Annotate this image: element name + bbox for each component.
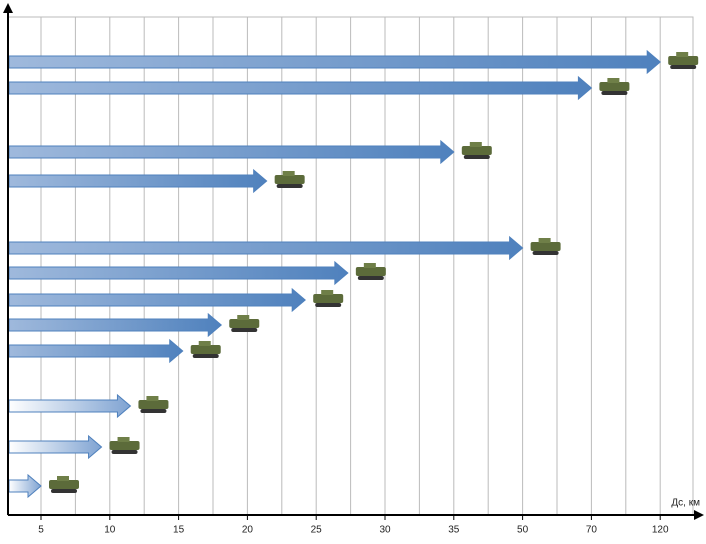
vehicle-wheels: [463, 155, 490, 159]
range-arrow: [8, 49, 661, 75]
x-axis-label: Дс, км: [671, 498, 700, 509]
vehicle-icons: [49, 52, 699, 493]
vehicle-top: [469, 142, 482, 147]
range-arrow: [8, 260, 349, 286]
vehicle-wheels: [51, 489, 77, 493]
vehicle-top: [363, 263, 376, 268]
vehicle-body: [530, 242, 561, 251]
vehicle-wheels: [357, 276, 384, 280]
x-tick-label: 35: [448, 525, 460, 536]
vehicle-wheels: [111, 450, 138, 454]
range-arrow: [8, 312, 223, 338]
x-tick-label: 10: [104, 525, 116, 536]
arrows: [8, 49, 661, 499]
vehicle-wheels: [140, 409, 167, 413]
vehicle-body: [599, 82, 630, 91]
range-arrow: [8, 434, 103, 460]
x-tick-label: 25: [311, 525, 323, 536]
vehicle-wheels: [231, 328, 258, 332]
x-tick-label: 5: [38, 525, 44, 536]
x-tick-label: 120: [652, 525, 669, 536]
range-arrow: [8, 473, 42, 499]
range-arrow: [8, 287, 306, 313]
vehicle-wheels: [315, 303, 342, 307]
range-arrow: [8, 235, 524, 261]
vehicle-top: [321, 290, 334, 295]
range-arrow: [8, 393, 132, 419]
x-tick-label: 20: [242, 525, 254, 536]
range-arrow: [8, 338, 184, 364]
x-tick-label: 50: [517, 525, 529, 536]
vehicle-top: [198, 341, 211, 346]
vehicle-body: [49, 480, 79, 489]
vehicle-body: [138, 400, 169, 409]
grid: [40, 17, 661, 520]
vehicle-wheels: [532, 251, 559, 255]
vehicle-body: [355, 267, 386, 276]
vehicle-body: [668, 56, 699, 65]
vehicle-top: [237, 315, 250, 320]
vehicle-top: [57, 476, 69, 481]
vehicle-top: [117, 437, 130, 442]
vehicle-wheels: [276, 184, 303, 188]
vehicle-body: [190, 345, 221, 354]
vehicle-body: [229, 319, 260, 328]
vehicle-top: [282, 171, 295, 176]
x-axis-arrow: [694, 510, 704, 520]
x-tick-label: 30: [379, 525, 391, 536]
vehicle-body: [109, 441, 140, 450]
vehicle-body: [461, 146, 492, 155]
x-tick-label: 15: [173, 525, 185, 536]
x-tick-label: 70: [586, 525, 598, 536]
vehicle-top: [607, 78, 620, 83]
vehicle-wheels: [192, 354, 219, 358]
range-arrow: [8, 75, 593, 101]
vehicle-body: [313, 294, 344, 303]
range-arrow: [8, 168, 268, 194]
vehicle-body: [274, 175, 305, 184]
vehicle-top: [538, 238, 551, 243]
vehicle-top: [676, 52, 689, 57]
range-arrow: [8, 139, 455, 165]
vehicle-top: [146, 396, 159, 401]
vehicle-wheels: [670, 65, 697, 69]
y-axis-arrow: [3, 3, 13, 13]
vehicle-wheels: [601, 91, 628, 95]
